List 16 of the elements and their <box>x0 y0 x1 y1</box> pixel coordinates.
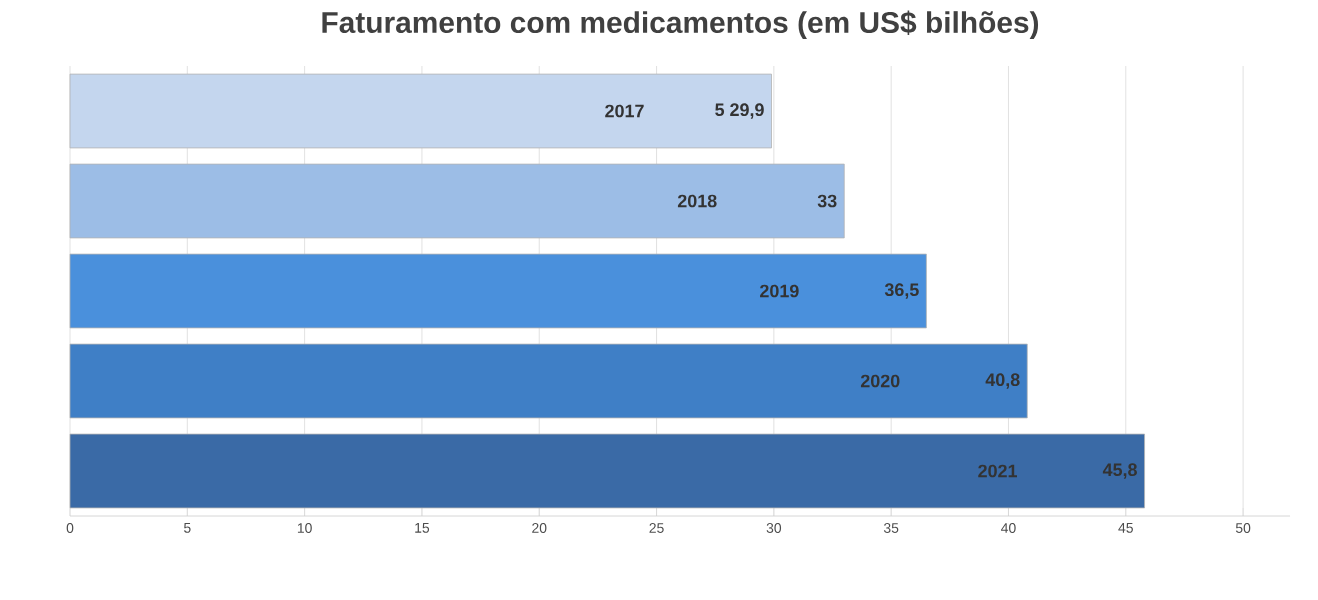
y-tick-label: 2021 <box>978 464 1017 478</box>
y-tick-label: 2018 <box>677 194 717 208</box>
data-label: 33 <box>817 194 837 208</box>
data-label: 5 29,9 <box>715 103 764 119</box>
bar <box>69 163 845 239</box>
bar <box>69 253 927 329</box>
y-tick-label: 2017 <box>605 104 644 118</box>
data-label: 45,8 <box>1102 463 1137 479</box>
bar <box>69 343 1028 419</box>
bar <box>69 73 772 149</box>
chart-title: Faturamento com medicamentos (em US$ bilhões) <box>322 10 1039 39</box>
bar <box>69 433 1145 509</box>
y-tick-label: 2020 <box>860 374 900 388</box>
data-label: 36,5 <box>884 283 919 299</box>
data-label: 40,8 <box>985 373 1020 389</box>
y-tick-label: 2019 <box>760 284 799 298</box>
